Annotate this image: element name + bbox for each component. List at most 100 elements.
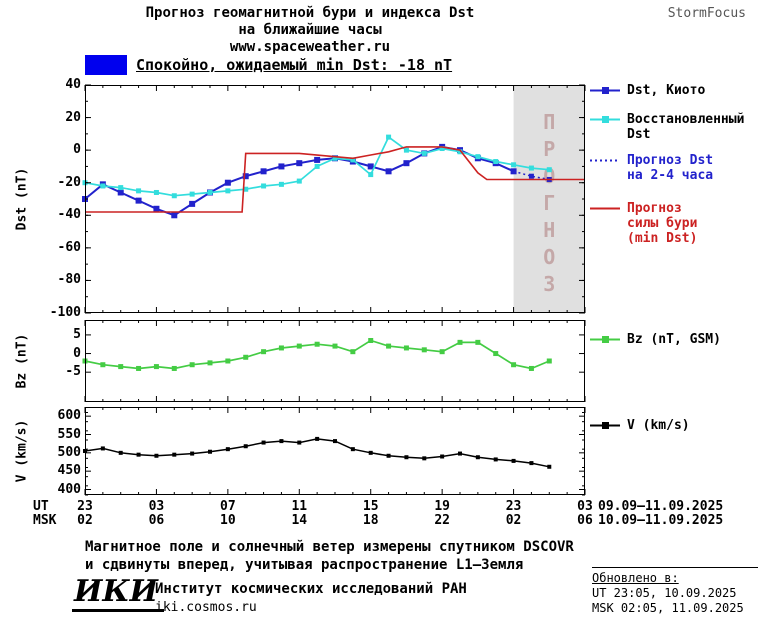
marker-dst-restored xyxy=(136,188,142,194)
marker-dst-kyoto xyxy=(117,189,124,196)
x-tick-label-ut: 11 xyxy=(291,499,308,514)
y-tick-label: 550 xyxy=(57,426,81,442)
y-tick-label: 20 xyxy=(65,109,81,125)
marker-dst-restored xyxy=(546,167,552,173)
marker-dst-forecast xyxy=(511,168,517,174)
legend-swatch-dst-restored xyxy=(590,116,620,123)
marker-dst-restored xyxy=(368,172,374,178)
marker-dst-restored xyxy=(511,162,517,168)
x-tick-label-msk: 22 xyxy=(434,513,450,528)
x-tick-label-msk: 06 xyxy=(577,513,593,528)
y-tick-label: -60 xyxy=(57,239,81,255)
y-tick-label: -40 xyxy=(57,207,81,223)
forecast-letter: Р xyxy=(543,137,555,161)
storm-status-text: Спокойно, ожидаемый min Dst: -18 nT xyxy=(136,56,453,74)
marker-dst-restored xyxy=(457,149,463,155)
marker-bz xyxy=(368,338,374,343)
title-line-2: на ближайшие часы xyxy=(238,22,382,38)
marker-bz xyxy=(261,349,267,355)
marker-dst-restored xyxy=(421,150,427,156)
data-source-note: Магнитное поле и солнечный ветер измерен… xyxy=(85,538,574,574)
x-tick-label-ut: 03 xyxy=(577,499,593,514)
marker-bz xyxy=(332,343,338,349)
marker-bz xyxy=(350,349,356,355)
marker-dst-kyoto xyxy=(296,160,303,167)
legend-bz: Bz (nT, GSM) xyxy=(590,332,721,347)
marker-v xyxy=(529,461,534,466)
y-tick-label: -20 xyxy=(57,174,81,190)
storm-status-banner: Спокойно, ожидаемый min Dst: -18 nT xyxy=(85,55,452,75)
marker-dst-restored xyxy=(243,186,249,192)
marker-dst-restored xyxy=(386,134,392,140)
series-v xyxy=(84,438,550,468)
legend-swatch-v xyxy=(590,422,620,429)
marker-v xyxy=(475,455,480,460)
title-line-1: Прогноз геомагнитной бури и индекса Dst xyxy=(145,5,475,21)
legend-label-dst-restored: Восстановленный Dst xyxy=(627,112,745,142)
marker-bz xyxy=(225,358,231,364)
marker-v xyxy=(368,450,373,455)
marker-dst-kyoto xyxy=(242,173,249,180)
marker-dst-kyoto xyxy=(189,200,196,207)
marker-bz xyxy=(296,343,302,349)
marker-bz xyxy=(439,349,445,355)
marker-bz xyxy=(243,354,249,360)
x-tick-label-msk: 02 xyxy=(77,513,93,528)
marker-v xyxy=(190,451,195,456)
x-tick-label-msk: 14 xyxy=(291,513,308,528)
marker-dst-restored xyxy=(153,189,159,195)
marker-dst-kyoto xyxy=(260,168,267,175)
marker-v xyxy=(261,440,266,445)
x-tick-label-msk: 02 xyxy=(505,513,522,528)
y-tick-label: 500 xyxy=(57,444,81,460)
updated-msk: MSK 02:05, 11.09.2025 xyxy=(592,601,744,615)
legend-label-storm-forecast: Прогноз силы бури (min Dst) xyxy=(627,201,698,246)
marker-v xyxy=(297,440,302,445)
x-tick-label-ut: 07 xyxy=(220,499,236,514)
marker-dst-kyoto xyxy=(224,179,231,186)
legend-storm-forecast: Прогноз силы бури (min Dst) xyxy=(590,201,698,246)
plot-frame xyxy=(85,85,585,313)
marker-v xyxy=(279,439,284,444)
marker-v xyxy=(100,446,105,451)
y-tick-label: 5 xyxy=(73,326,81,342)
legend-swatch-storm-forecast xyxy=(590,207,620,210)
marker-v xyxy=(547,464,552,469)
marker-bz xyxy=(457,339,463,345)
marker-dst-restored xyxy=(189,191,195,197)
data-source-note-line-1: Магнитное поле и солнечный ветер измерен… xyxy=(85,539,574,555)
marker-dst-restored xyxy=(225,188,231,194)
updated-ut: UT 23:05, 10.09.2025 xyxy=(592,586,737,600)
marker-v xyxy=(315,436,320,441)
marker-bz xyxy=(278,345,284,351)
marker-v xyxy=(386,453,391,458)
marker-bz xyxy=(207,360,213,366)
marker-v xyxy=(333,439,337,444)
y-axis-label-bz: Bz (nT) xyxy=(14,333,30,389)
brand-label: StormFocus xyxy=(667,6,746,21)
legend-dst-restored: Восстановленный Dst xyxy=(590,112,745,142)
legend-swatch-dst-forecast xyxy=(590,159,620,162)
marker-dst-kyoto xyxy=(135,197,142,204)
forecast-letter: О xyxy=(543,245,555,269)
marker-dst-restored xyxy=(314,163,320,169)
legend-label-dst-kyoto: Dst, Киото xyxy=(627,83,706,98)
marker-v xyxy=(172,452,177,457)
forecast-letter: Н xyxy=(543,218,555,242)
plot-frame xyxy=(85,320,585,402)
ut-date-range: 09.09–11.09.2025 xyxy=(598,499,724,514)
marker-bz xyxy=(421,347,427,353)
marker-bz xyxy=(528,365,534,371)
marker-dst-kyoto xyxy=(385,168,392,175)
y-tick-label: 600 xyxy=(57,408,81,424)
institute-url: iki.cosmos.ru xyxy=(155,600,257,615)
marker-v xyxy=(350,447,355,452)
site-url: www.spaceweather.ru xyxy=(229,39,391,55)
marker-bz xyxy=(475,339,481,345)
marker-bz xyxy=(314,341,320,347)
updated-heading: Обновлено в: xyxy=(592,571,679,585)
marker-bz xyxy=(493,351,499,357)
marker-dst-restored xyxy=(118,185,124,191)
marker-bz xyxy=(171,365,177,371)
